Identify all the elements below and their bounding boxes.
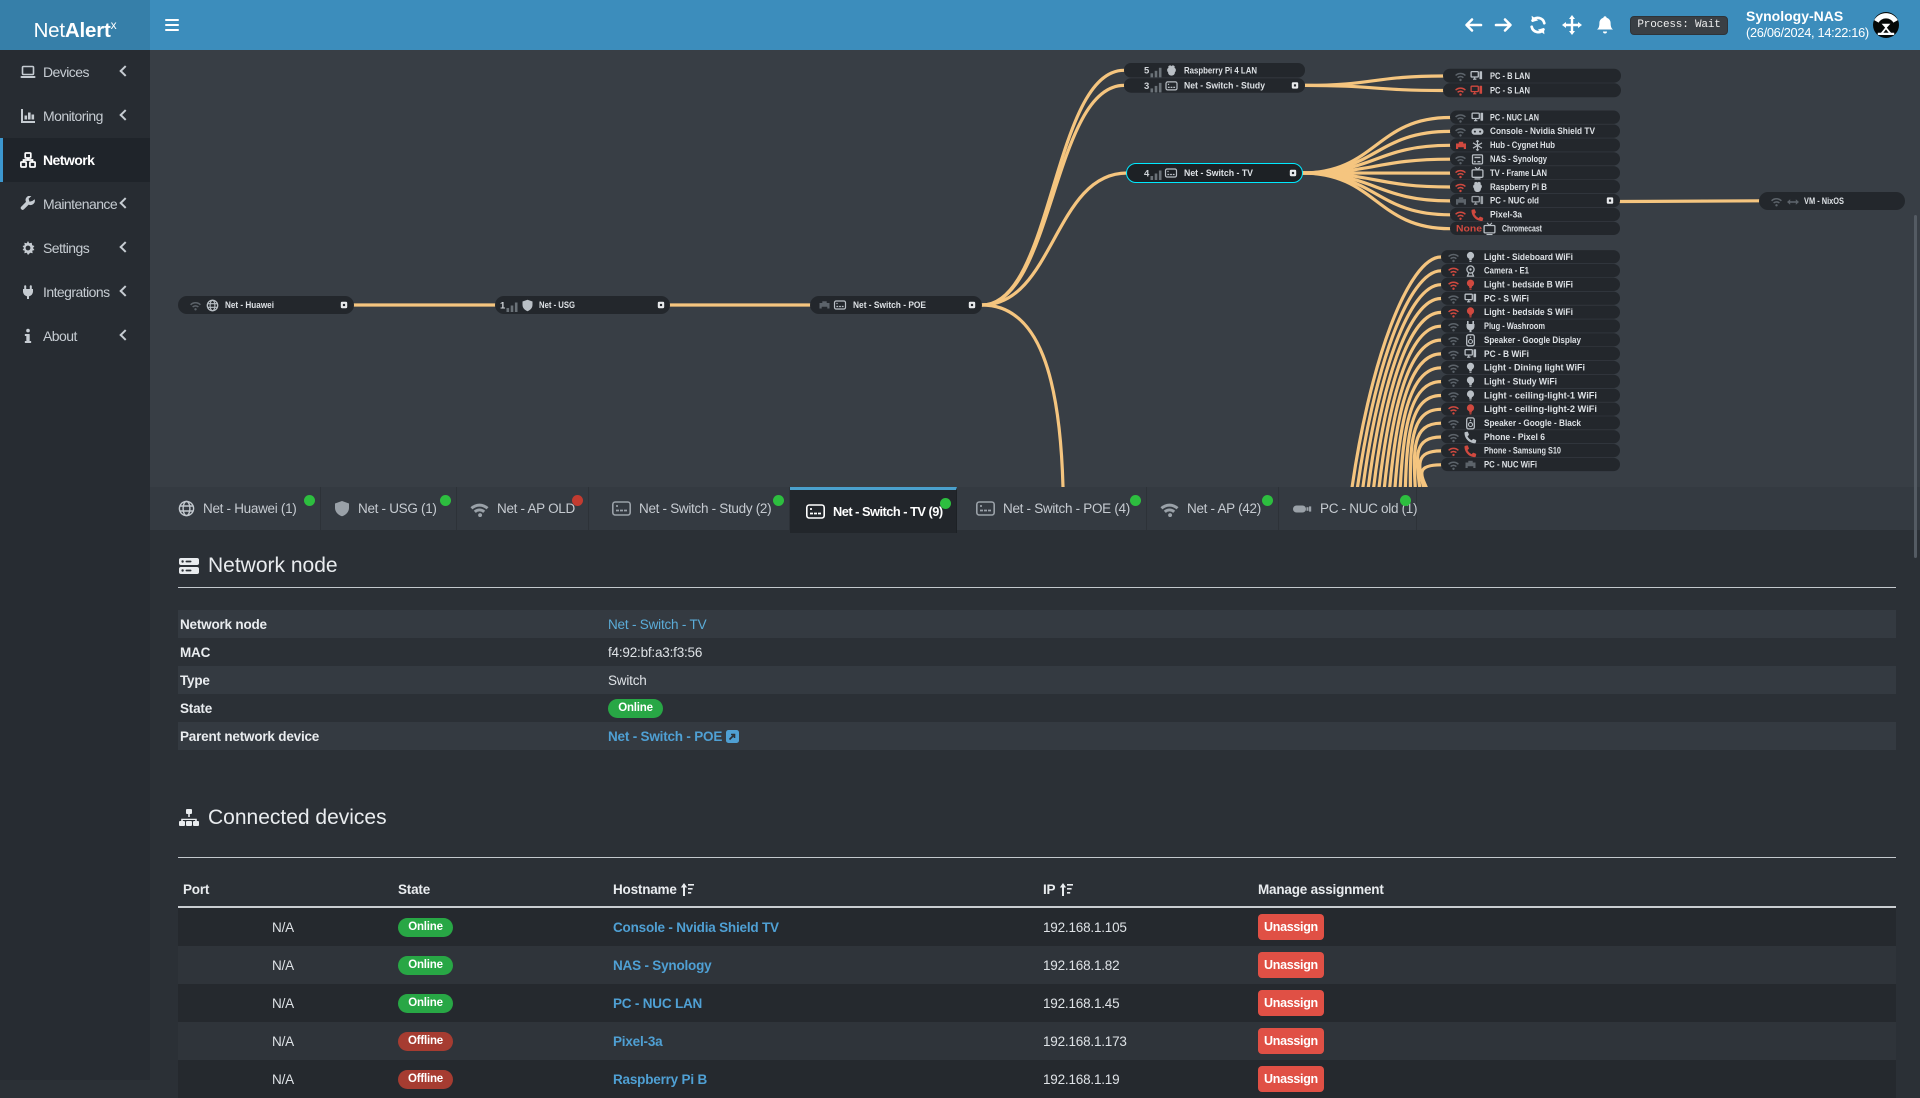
svg-text:Net - USG: Net - USG bbox=[539, 300, 575, 310]
svg-text:PC - S WiFi: PC - S WiFi bbox=[1484, 293, 1529, 303]
svg-text:PC - S LAN: PC - S LAN bbox=[1490, 85, 1530, 95]
svg-text:Raspberry Pi 4 LAN: Raspberry Pi 4 LAN bbox=[1184, 65, 1257, 75]
svg-text:Light - ceiling-light-1 WiFi: Light - ceiling-light-1 WiFi bbox=[1484, 390, 1597, 400]
svg-text:Console - Nvidia Shield TV: Console - Nvidia Shield TV bbox=[1490, 126, 1595, 136]
svg-text:Speaker - Google - Black: Speaker - Google - Black bbox=[1484, 418, 1581, 428]
svg-text:4: 4 bbox=[1144, 168, 1150, 179]
svg-text:Camera - E1: Camera - E1 bbox=[1484, 266, 1529, 276]
svg-text:1: 1 bbox=[500, 300, 506, 311]
svg-text:Light - bedside B WiFi: Light - bedside B WiFi bbox=[1484, 280, 1573, 290]
svg-text:5: 5 bbox=[1144, 66, 1150, 77]
svg-text:Light - Sideboard WiFi: Light - Sideboard WiFi bbox=[1484, 252, 1573, 262]
svg-text:Speaker - Google Display: Speaker - Google Display bbox=[1484, 335, 1581, 345]
svg-text:PC - B LAN: PC - B LAN bbox=[1490, 71, 1530, 81]
svg-text:Net - Switch - TV: Net - Switch - TV bbox=[1184, 168, 1253, 178]
svg-text:PC - NUC LAN: PC - NUC LAN bbox=[1490, 112, 1539, 122]
svg-text:Light - Dining light WiFi: Light - Dining light WiFi bbox=[1484, 363, 1585, 373]
svg-text:Hub - Cygnet Hub: Hub - Cygnet Hub bbox=[1490, 140, 1556, 150]
svg-text:Plug - Washroom: Plug - Washroom bbox=[1484, 321, 1545, 331]
svg-text:Raspberry Pi B: Raspberry Pi B bbox=[1490, 182, 1547, 192]
svg-text:None: None bbox=[1456, 224, 1482, 234]
svg-text:Net - Switch - Study: Net - Switch - Study bbox=[1184, 81, 1265, 91]
svg-text:Net - Huawei: Net - Huawei bbox=[225, 300, 274, 310]
svg-text:Light - ceiling-light-2 WiFi: Light - ceiling-light-2 WiFi bbox=[1484, 404, 1597, 414]
svg-text:TV - Frame LAN: TV - Frame LAN bbox=[1490, 168, 1547, 178]
svg-text:3: 3 bbox=[1144, 81, 1149, 92]
svg-text:Phone - Pixel 6: Phone - Pixel 6 bbox=[1484, 432, 1545, 442]
svg-text:Chromecast: Chromecast bbox=[1502, 224, 1542, 234]
svg-text:Light - Study WiFi: Light - Study WiFi bbox=[1484, 377, 1557, 387]
svg-text:NAS - Synology: NAS - Synology bbox=[1490, 154, 1547, 164]
svg-text:PC - NUC old: PC - NUC old bbox=[1490, 196, 1539, 206]
svg-text:VM - NixOS: VM - NixOS bbox=[1804, 196, 1844, 206]
svg-text:Pixel-3a: Pixel-3a bbox=[1490, 210, 1522, 220]
svg-text:Phone - Samsung S10: Phone - Samsung S10 bbox=[1484, 446, 1561, 456]
svg-text:Light - bedside S WiFi: Light - bedside S WiFi bbox=[1484, 307, 1573, 317]
svg-text:Net - Switch - POE: Net - Switch - POE bbox=[853, 300, 926, 310]
svg-text:PC - NUC WiFi: PC - NUC WiFi bbox=[1484, 460, 1537, 470]
svg-text:PC - B WiFi: PC - B WiFi bbox=[1484, 349, 1529, 359]
